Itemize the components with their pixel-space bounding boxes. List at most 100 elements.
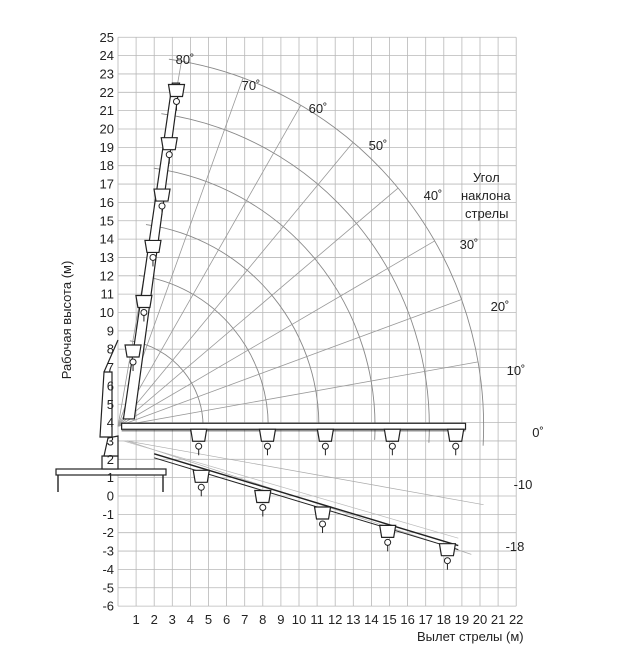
x-tick-label: 17 xyxy=(418,612,432,627)
y-tick-label: 16 xyxy=(100,195,114,210)
basket-0deg-2 xyxy=(316,428,335,442)
boom-0deg xyxy=(121,422,467,430)
angle-label: 60˚ xyxy=(309,101,328,116)
basket-80deg-2 xyxy=(153,188,171,202)
neg18-guide xyxy=(123,440,459,539)
angle-ray xyxy=(117,299,462,427)
basket-80deg-4 xyxy=(135,294,153,309)
x-tick-label: 15 xyxy=(382,612,396,627)
basket-80deg-0-operator-head xyxy=(172,97,180,105)
basket-0deg-4 xyxy=(447,428,465,442)
turret xyxy=(103,435,119,457)
y-tick-label: 25 xyxy=(100,30,114,45)
basket-0deg-3 xyxy=(383,428,402,442)
basket-neg18-0 xyxy=(192,469,210,483)
y-tick-label: 24 xyxy=(100,48,114,63)
y-axis-title: Рабочая высота (м) xyxy=(59,261,74,380)
angle-label: 20˚ xyxy=(491,299,510,314)
basket-0deg-3-operator-head xyxy=(388,442,396,450)
y-tick-label: 4 xyxy=(107,415,114,430)
angle-ray xyxy=(117,240,435,427)
angle-labels: 80˚ 70˚ 60˚ 50˚ 40˚ 30˚ 20˚ 10˚ 0˚ -10 -18 xyxy=(176,52,544,554)
basket-0deg-1-operator-head xyxy=(263,442,271,450)
basket-80deg-0 xyxy=(167,83,186,98)
boom-drawings xyxy=(55,82,467,570)
basket-0deg-0-operator-head xyxy=(195,442,203,450)
angle-label: 30˚ xyxy=(460,237,479,252)
y-tick-label: -4 xyxy=(102,562,114,577)
y-tick-label: 11 xyxy=(101,287,115,302)
y-tick-label: 3 xyxy=(107,433,114,448)
reach-arcs xyxy=(129,58,485,446)
angle-ray xyxy=(117,105,302,427)
x-tick-label: 21 xyxy=(491,612,505,627)
y-tick-label: 17 xyxy=(100,177,114,192)
x-tick-label: 16 xyxy=(400,612,414,627)
y-tick-label: 7 xyxy=(107,360,114,375)
basket-0deg-0 xyxy=(189,428,208,442)
angle-label: 80˚ xyxy=(176,52,195,67)
angle-label: 50˚ xyxy=(369,138,388,153)
x-axis-title: Вылет стрелы (м) xyxy=(417,629,524,644)
x-tick-label: 3 xyxy=(169,612,176,627)
basket-neg18-1 xyxy=(254,489,272,504)
y-tick-label: 5 xyxy=(107,397,114,412)
basket-neg18-2 xyxy=(313,506,332,520)
y-tick-label: 19 xyxy=(100,140,114,155)
reach-arc xyxy=(138,275,269,435)
y-tick-label: 10 xyxy=(100,305,114,320)
x-tick-label: 10 xyxy=(292,612,306,627)
reach-arc xyxy=(161,113,430,443)
basket-0deg-1 xyxy=(258,428,277,442)
boom-neg18 xyxy=(153,453,459,547)
y-tick-label: 8 xyxy=(107,342,114,357)
reach-arc xyxy=(153,167,376,440)
angle-label: -18 xyxy=(506,539,525,554)
y-tick-label: 1 xyxy=(107,470,114,485)
angle-ray xyxy=(117,361,479,427)
y-tick-label: 12 xyxy=(100,268,114,283)
y-tick-label: 23 xyxy=(100,66,114,81)
y-tick-label: -2 xyxy=(102,525,114,540)
basket-80deg-5 xyxy=(124,344,142,358)
lift-link xyxy=(103,339,119,373)
y-tick-label: -6 xyxy=(102,599,114,614)
tick-labels: 1 2 3 4 5 6 7 8 9 10 11 12 13 14 15 16 17 18 19 20 21 2225242… xyxy=(100,30,524,627)
reach-arc xyxy=(129,340,204,431)
y-tick-label: -3 xyxy=(102,544,114,559)
angle-label: 70˚ xyxy=(242,78,261,93)
y-tick-label: -5 xyxy=(102,580,114,595)
x-tick-label: 4 xyxy=(187,612,194,627)
x-tick-label: 7 xyxy=(241,612,248,627)
y-tick-label: 0 xyxy=(107,489,114,504)
x-tick-label: 9 xyxy=(277,612,284,627)
x-tick-label: 6 xyxy=(223,612,230,627)
negative-angle-ray xyxy=(126,440,484,506)
x-tick-label: 1 xyxy=(132,612,139,627)
basket-80deg-1-operator-head xyxy=(165,151,173,159)
y-tick-label: 18 xyxy=(100,158,114,173)
y-tick-label: 2 xyxy=(107,452,114,467)
x-tick-label: 5 xyxy=(205,612,212,627)
y-tick-label: 20 xyxy=(100,122,114,137)
x-tick-label: 14 xyxy=(364,612,378,627)
basket-80deg-4-operator-head xyxy=(140,308,148,316)
x-tick-label: 13 xyxy=(346,612,360,627)
y-tick-label: 22 xyxy=(100,85,114,100)
basket-80deg-5-operator-head xyxy=(129,358,137,366)
basket-neg18-3-operator-head xyxy=(384,538,392,546)
x-tick-label: 8 xyxy=(259,612,266,627)
basket-0deg-2-operator-head xyxy=(321,442,329,450)
y-tick-label: 13 xyxy=(100,250,114,265)
angle-ray xyxy=(117,187,399,427)
y-tick-label: 14 xyxy=(100,232,114,247)
basket-neg18-4 xyxy=(438,543,457,557)
y-tick-label: -1 xyxy=(102,507,114,522)
x-tick-label: 22 xyxy=(509,612,523,627)
basket-neg18-2-operator-head xyxy=(319,520,327,528)
x-tick-label: 2 xyxy=(151,612,158,627)
legend-title-line-2: наклона xyxy=(461,188,511,203)
y-tick-label: 21 xyxy=(100,103,114,118)
basket-neg18-1-operator-head xyxy=(259,503,267,511)
